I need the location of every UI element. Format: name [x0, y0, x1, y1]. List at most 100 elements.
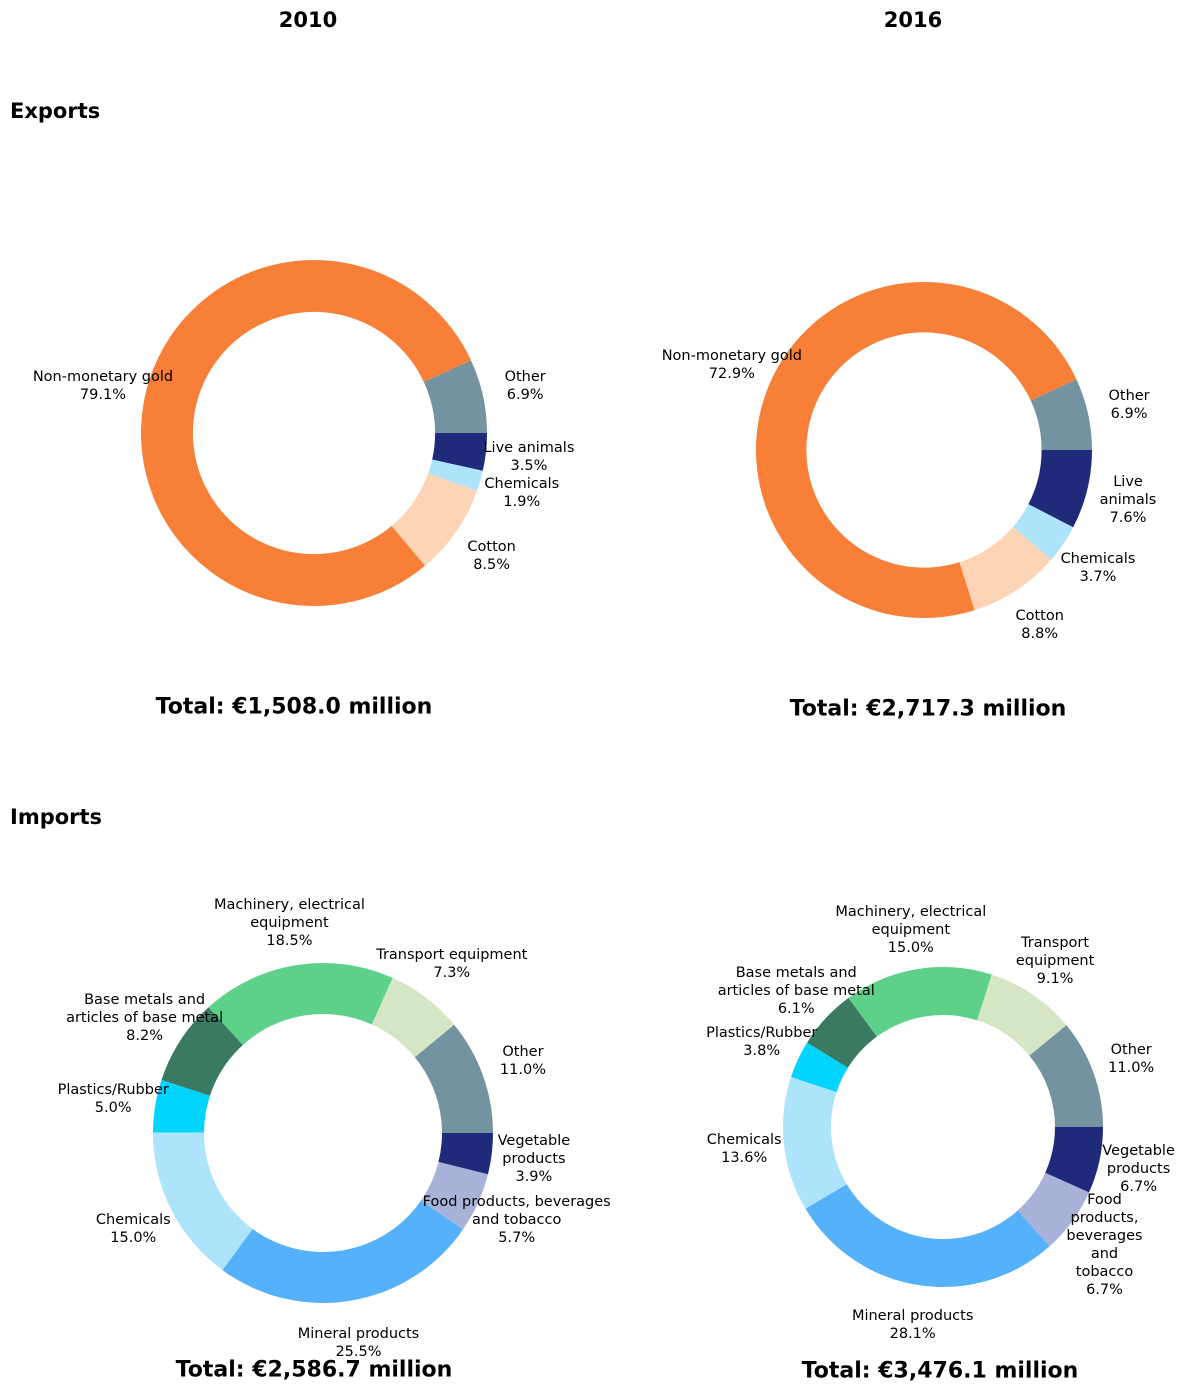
value-label: 15.0%	[887, 939, 934, 956]
donut-slice	[161, 1007, 243, 1096]
donut-slice	[153, 1080, 210, 1133]
donut-slice	[140, 260, 471, 607]
slice-label: Transport equipment 7.3%	[376, 946, 527, 982]
value-label: 13.6%	[721, 1149, 768, 1166]
donut-slice	[1030, 379, 1092, 450]
value-label: 6.7%	[1086, 1281, 1123, 1298]
category-label: Mineral products	[851, 1307, 974, 1324]
value-label: 6.9%	[1110, 405, 1148, 422]
value-label: 3.9%	[515, 1168, 553, 1185]
slice-label: Cotton 8.8%	[1015, 607, 1063, 643]
category-label: Other	[1108, 387, 1150, 404]
chart-subtitle: Total: €2,586.7 million	[175, 1357, 453, 1383]
value-label: 3.7%	[1079, 568, 1117, 585]
category-label: Chemicals	[1060, 550, 1136, 567]
slice-label: Chemicals 13.6%	[707, 1131, 782, 1167]
column-title: 2010	[278, 8, 338, 32]
donut-slice	[421, 1161, 488, 1230]
slice-label: Live animals 7.6%	[1092, 473, 1165, 527]
donut-slice	[756, 281, 1077, 618]
category-label: Live animals	[1099, 473, 1157, 508]
value-label: 18.5%	[266, 933, 313, 950]
donut-slice	[1029, 1025, 1103, 1127]
slice-label: Non-monetary gold 79.1%	[33, 368, 173, 404]
category-label: Live animals	[483, 439, 575, 456]
value-label: 8.5%	[473, 557, 511, 574]
donut-slice	[977, 974, 1067, 1056]
donut-slice	[1028, 450, 1092, 528]
donut-slice	[959, 526, 1052, 611]
category-label: Chemicals	[95, 1211, 171, 1228]
row-title: Exports	[10, 99, 101, 123]
slice-label: Machinery, electrical equipment 18.5%	[214, 896, 365, 950]
donut-slice	[423, 360, 487, 433]
value-label: 11.0%	[499, 1062, 546, 1079]
value-label: 5.0%	[94, 1100, 132, 1117]
value-label: 5.7%	[498, 1230, 536, 1247]
slice-label: Other 11.0%	[1108, 1041, 1154, 1077]
category-label: Cotton	[1015, 608, 1064, 625]
donut-slice	[1017, 1172, 1090, 1247]
slice-label: Live animals 3.5%	[483, 439, 574, 475]
category-label: Non-monetary gold	[32, 368, 174, 385]
category-label: Food products, beverages and tobacco	[1066, 1191, 1143, 1280]
category-label: Machinery, electrical equipment	[214, 897, 365, 932]
category-label: Other	[1110, 1042, 1152, 1059]
donut-slice	[807, 997, 877, 1068]
donut-slice	[414, 1024, 493, 1133]
row-title: Imports	[10, 805, 103, 829]
value-label: 1.9%	[503, 493, 541, 510]
value-label: 3.5%	[510, 457, 548, 474]
category-label: Transport equipment	[1015, 935, 1095, 970]
chart-subtitle: Total: €3,476.1 million	[801, 1358, 1079, 1384]
category-label: Base metals and articles of base metal	[717, 965, 875, 1000]
category-label: Non-monetary gold	[661, 348, 802, 365]
category-label: Vegetable products	[497, 1132, 571, 1167]
donut-slice	[208, 962, 393, 1046]
slice-label: Chemicals 1.9%	[484, 475, 559, 511]
category-label: Plastics/Rubber	[57, 1082, 169, 1099]
donut-slice	[222, 1200, 464, 1303]
category-label: Cotton	[467, 539, 516, 556]
slice-label: Chemicals 15.0%	[96, 1211, 171, 1247]
value-label: 3.8%	[743, 1043, 781, 1060]
slice-label: Food products, beverages and tobacco 5.7%	[423, 1193, 611, 1247]
slice-label: Mineral products 28.1%	[852, 1307, 973, 1343]
donut-slice	[790, 1042, 848, 1093]
category-label: Mineral products	[297, 1325, 420, 1342]
donut-slice	[1013, 504, 1074, 560]
donut-slice	[1045, 1127, 1103, 1193]
category-label: Other	[502, 1044, 544, 1061]
donut-slice	[848, 967, 992, 1037]
value-label: 72.9%	[708, 366, 755, 383]
category-label: Machinery, electrical equipment	[835, 903, 987, 938]
value-label: 25.5%	[335, 1343, 382, 1360]
slice-label: Chemicals 3.7%	[1061, 550, 1136, 586]
slice-label: Vegetable products 6.7%	[1102, 1142, 1175, 1196]
slice-label: Base metals and articles of base metal 6.…	[718, 964, 875, 1018]
slice-label: Base metals and articles of base metal 8.…	[66, 991, 223, 1045]
category-label: Transport equipment	[376, 946, 528, 963]
value-label: 28.1%	[889, 1325, 936, 1342]
value-label: 6.7%	[1120, 1178, 1158, 1195]
value-label: 6.1%	[777, 1001, 815, 1018]
slice-label: Machinery, electrical equipment 15.0%	[835, 903, 986, 957]
value-label: 15.0%	[110, 1229, 157, 1246]
slice-label: Cotton 8.5%	[467, 538, 515, 574]
value-label: 79.1%	[79, 386, 126, 403]
slice-label: Plastics/Rubber 5.0%	[58, 1081, 169, 1117]
value-label: 11.0%	[1108, 1060, 1155, 1077]
value-label: 8.8%	[1021, 626, 1059, 643]
slice-label: Non-monetary gold 72.9%	[662, 347, 802, 383]
donut-slice	[371, 977, 455, 1058]
value-label: 6.9%	[506, 387, 544, 404]
slice-label: Food products, beverages and tobacco 6.7%	[1056, 1191, 1153, 1299]
value-label: 7.6%	[1109, 509, 1147, 526]
donut-slice	[428, 459, 483, 491]
category-label: Vegetable products	[1102, 1142, 1175, 1177]
chart-subtitle: Total: €1,508.0 million	[155, 694, 433, 720]
slice-label: Other 6.9%	[1108, 387, 1149, 423]
value-label: 7.3%	[433, 964, 471, 981]
